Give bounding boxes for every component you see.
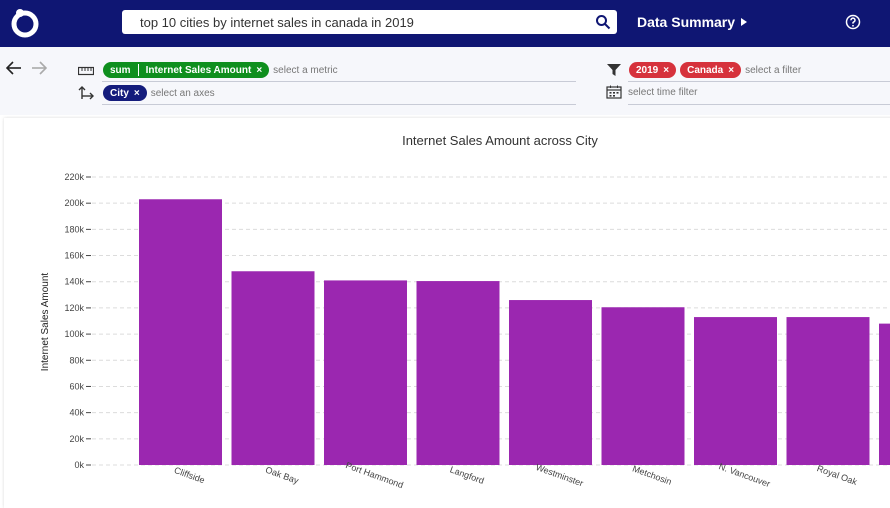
calendar-icon <box>606 85 622 99</box>
caret-right-icon <box>741 18 748 26</box>
forward-arrow-icon[interactable] <box>31 61 47 75</box>
x-tick-label: Royal Oak <box>816 463 859 487</box>
bars <box>139 199 890 465</box>
axes-field: City <box>110 87 129 99</box>
help-icon[interactable] <box>845 14 861 30</box>
y-tick-label: 60k <box>69 381 84 391</box>
filter-year: 2019 <box>636 64 659 76</box>
metric-chip[interactable]: sum Internet Sales Amount × <box>103 62 270 78</box>
x-tick-label: Oak Bay <box>264 465 300 486</box>
y-tick-label: 0k <box>74 460 84 470</box>
remove-filter-country-icon[interactable]: × <box>728 64 735 76</box>
bar[interactable] <box>879 323 890 465</box>
back-arrow-icon[interactable] <box>6 61 22 75</box>
metric-placeholder[interactable]: select a metric <box>273 64 338 76</box>
filter-placeholder[interactable]: select a filter <box>745 64 802 76</box>
time-row[interactable]: select time filter <box>628 87 697 98</box>
x-tick-label: Westminster <box>534 462 584 488</box>
query-toolbar: sum Internet Sales Amount × select a met… <box>0 47 890 115</box>
y-tick-label: 160k <box>64 251 84 261</box>
bar[interactable] <box>786 317 870 465</box>
metric-agg: sum <box>110 64 131 76</box>
y-tick-label: 180k <box>64 224 84 234</box>
bar[interactable] <box>231 271 315 465</box>
bar[interactable] <box>416 281 500 465</box>
bar[interactable] <box>139 199 222 465</box>
y-axis-label: Internet Sales Amount <box>40 273 51 372</box>
y-tick-label: 200k <box>64 198 84 208</box>
axes-chip[interactable]: City × <box>103 85 147 101</box>
y-tick-label: 40k <box>69 408 84 418</box>
filter-chip-country[interactable]: Canada × <box>680 62 742 78</box>
metric-row[interactable]: sum Internet Sales Amount × select a met… <box>103 62 338 78</box>
chart-title: Internet Sales Amount across City <box>402 133 598 148</box>
y-tick-label: 80k <box>69 355 84 365</box>
search-icon[interactable] <box>595 14 611 30</box>
time-filter-placeholder[interactable]: select time filter <box>628 87 698 98</box>
ruler-icon <box>78 66 94 76</box>
x-tick-label: Metchosin <box>631 463 673 486</box>
bar[interactable] <box>694 317 777 465</box>
y-tick-label: 100k <box>64 329 84 339</box>
filter-country: Canada <box>687 64 724 76</box>
bar[interactable] <box>509 300 592 465</box>
remove-axes-icon[interactable]: × <box>133 87 140 99</box>
y-axis-ticks: 0k 20k 40k 60k 80k 100k 120k 140k 160k 180k 200k 22… <box>64 172 91 470</box>
top-bar: top 10 cities by internet sales in canad… <box>0 0 890 47</box>
y-tick-label: 140k <box>64 277 84 287</box>
bar[interactable] <box>324 280 407 465</box>
axes-row[interactable]: City × select an axes <box>103 85 215 101</box>
data-summary-button[interactable]: Data Summary <box>637 14 748 30</box>
x-tick-label: Langford <box>449 464 486 486</box>
search-box[interactable]: top 10 cities by internet sales in canad… <box>122 10 617 34</box>
y-tick-label: 220k <box>64 172 84 182</box>
data-summary-label: Data Summary <box>637 14 736 30</box>
filter-row[interactable]: 2019 × Canada × select a filter <box>629 62 801 78</box>
remove-filter-year-icon[interactable]: × <box>663 64 670 76</box>
filter-chip-year[interactable]: 2019 × <box>629 62 677 78</box>
remove-metric-icon[interactable]: × <box>256 64 263 76</box>
bar[interactable] <box>601 307 685 465</box>
y-tick-label: 20k <box>69 434 84 444</box>
y-tick-label: 120k <box>64 303 84 313</box>
x-tick-label: Cliffside <box>173 465 206 485</box>
app-logo-icon[interactable] <box>8 6 42 40</box>
metric-field: Internet Sales Amount <box>145 64 252 76</box>
search-input[interactable]: top 10 cities by internet sales in canad… <box>140 15 414 30</box>
axes-placeholder[interactable]: select an axes <box>150 87 215 99</box>
axes-icon <box>78 86 94 100</box>
filter-icon <box>607 64 621 76</box>
